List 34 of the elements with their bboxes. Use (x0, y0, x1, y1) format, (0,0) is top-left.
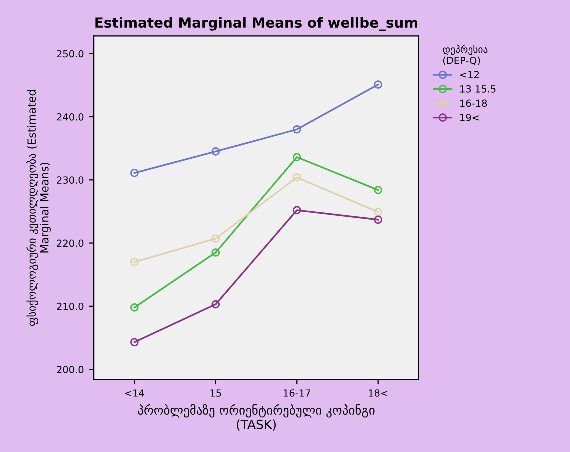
legend-label: <12 (460, 71, 480, 78)
point (374, 186, 383, 194)
point (374, 216, 383, 224)
point (374, 208, 383, 217)
point (130, 304, 139, 312)
y-tick-label: 210.0 (57, 302, 84, 310)
x-axis-title: პრობლემაზე ორიენტირებული კოპინგი (TASK) (138, 404, 375, 431)
point (292, 173, 302, 182)
x-tick-label: 15 (210, 390, 222, 397)
y-axis-title: ფსიქოლოგიური კეთილდღეობა (Estimated Marginal Means) (26, 90, 51, 326)
point (212, 300, 220, 309)
legend-label: 13 15.5 (460, 85, 496, 93)
legend-label: 16-18 (460, 100, 488, 108)
point (292, 153, 302, 162)
point (212, 234, 220, 244)
point (130, 258, 139, 266)
point (292, 206, 302, 215)
x-tick-label: 18< (369, 390, 388, 397)
point (130, 169, 139, 178)
y-tick-label: 230.0 (57, 176, 84, 184)
point (374, 80, 383, 89)
point (130, 338, 139, 347)
point (212, 248, 220, 257)
y-tick-label: 220.0 (57, 240, 84, 248)
y-tick-label: 250.0 (57, 50, 84, 58)
legend-title: დეპრესია (DEP-Q) (443, 44, 488, 66)
y-tick-label: 240.0 (57, 113, 84, 121)
point (292, 125, 302, 134)
x-tick-label: 16-17 (284, 390, 310, 397)
y-tick-label: 200.0 (57, 366, 84, 374)
chart-title: Estimated Marginal Means of wellbe_sum (96, 17, 418, 32)
x-tick-label: <14 (125, 390, 144, 397)
legend-label: 19< (460, 114, 479, 122)
point (212, 148, 220, 156)
